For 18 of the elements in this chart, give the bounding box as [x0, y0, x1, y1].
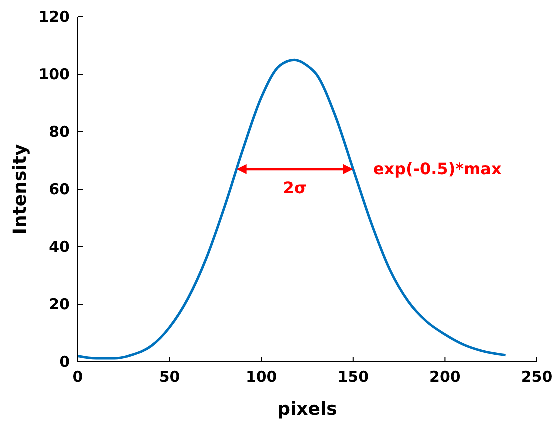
- y-tick-label: 40: [49, 238, 70, 256]
- line-series: [76, 58, 508, 360]
- y-tick-label: 20: [49, 296, 70, 314]
- x-axis-title: pixels: [278, 399, 338, 420]
- x-tick-label: 200: [430, 368, 461, 386]
- x-tick-label: 0: [72, 368, 84, 386]
- y-tick-label: 0: [60, 353, 70, 371]
- y-tick-label: 100: [38, 66, 70, 84]
- annotation: 2σ: [283, 178, 307, 198]
- y-axis-title: Intensity: [10, 144, 31, 235]
- y-tick-label: 80: [49, 123, 70, 141]
- x-tick-label: 50: [159, 368, 180, 386]
- x-tick-label: 150: [338, 368, 370, 386]
- annotation: exp(-0.5)*max: [373, 159, 502, 178]
- y-tick-label: 60: [49, 180, 70, 198]
- y-tick-label: 120: [38, 8, 70, 26]
- x-tick-label: 100: [246, 368, 278, 386]
- x-tick-label: 250: [521, 368, 553, 386]
